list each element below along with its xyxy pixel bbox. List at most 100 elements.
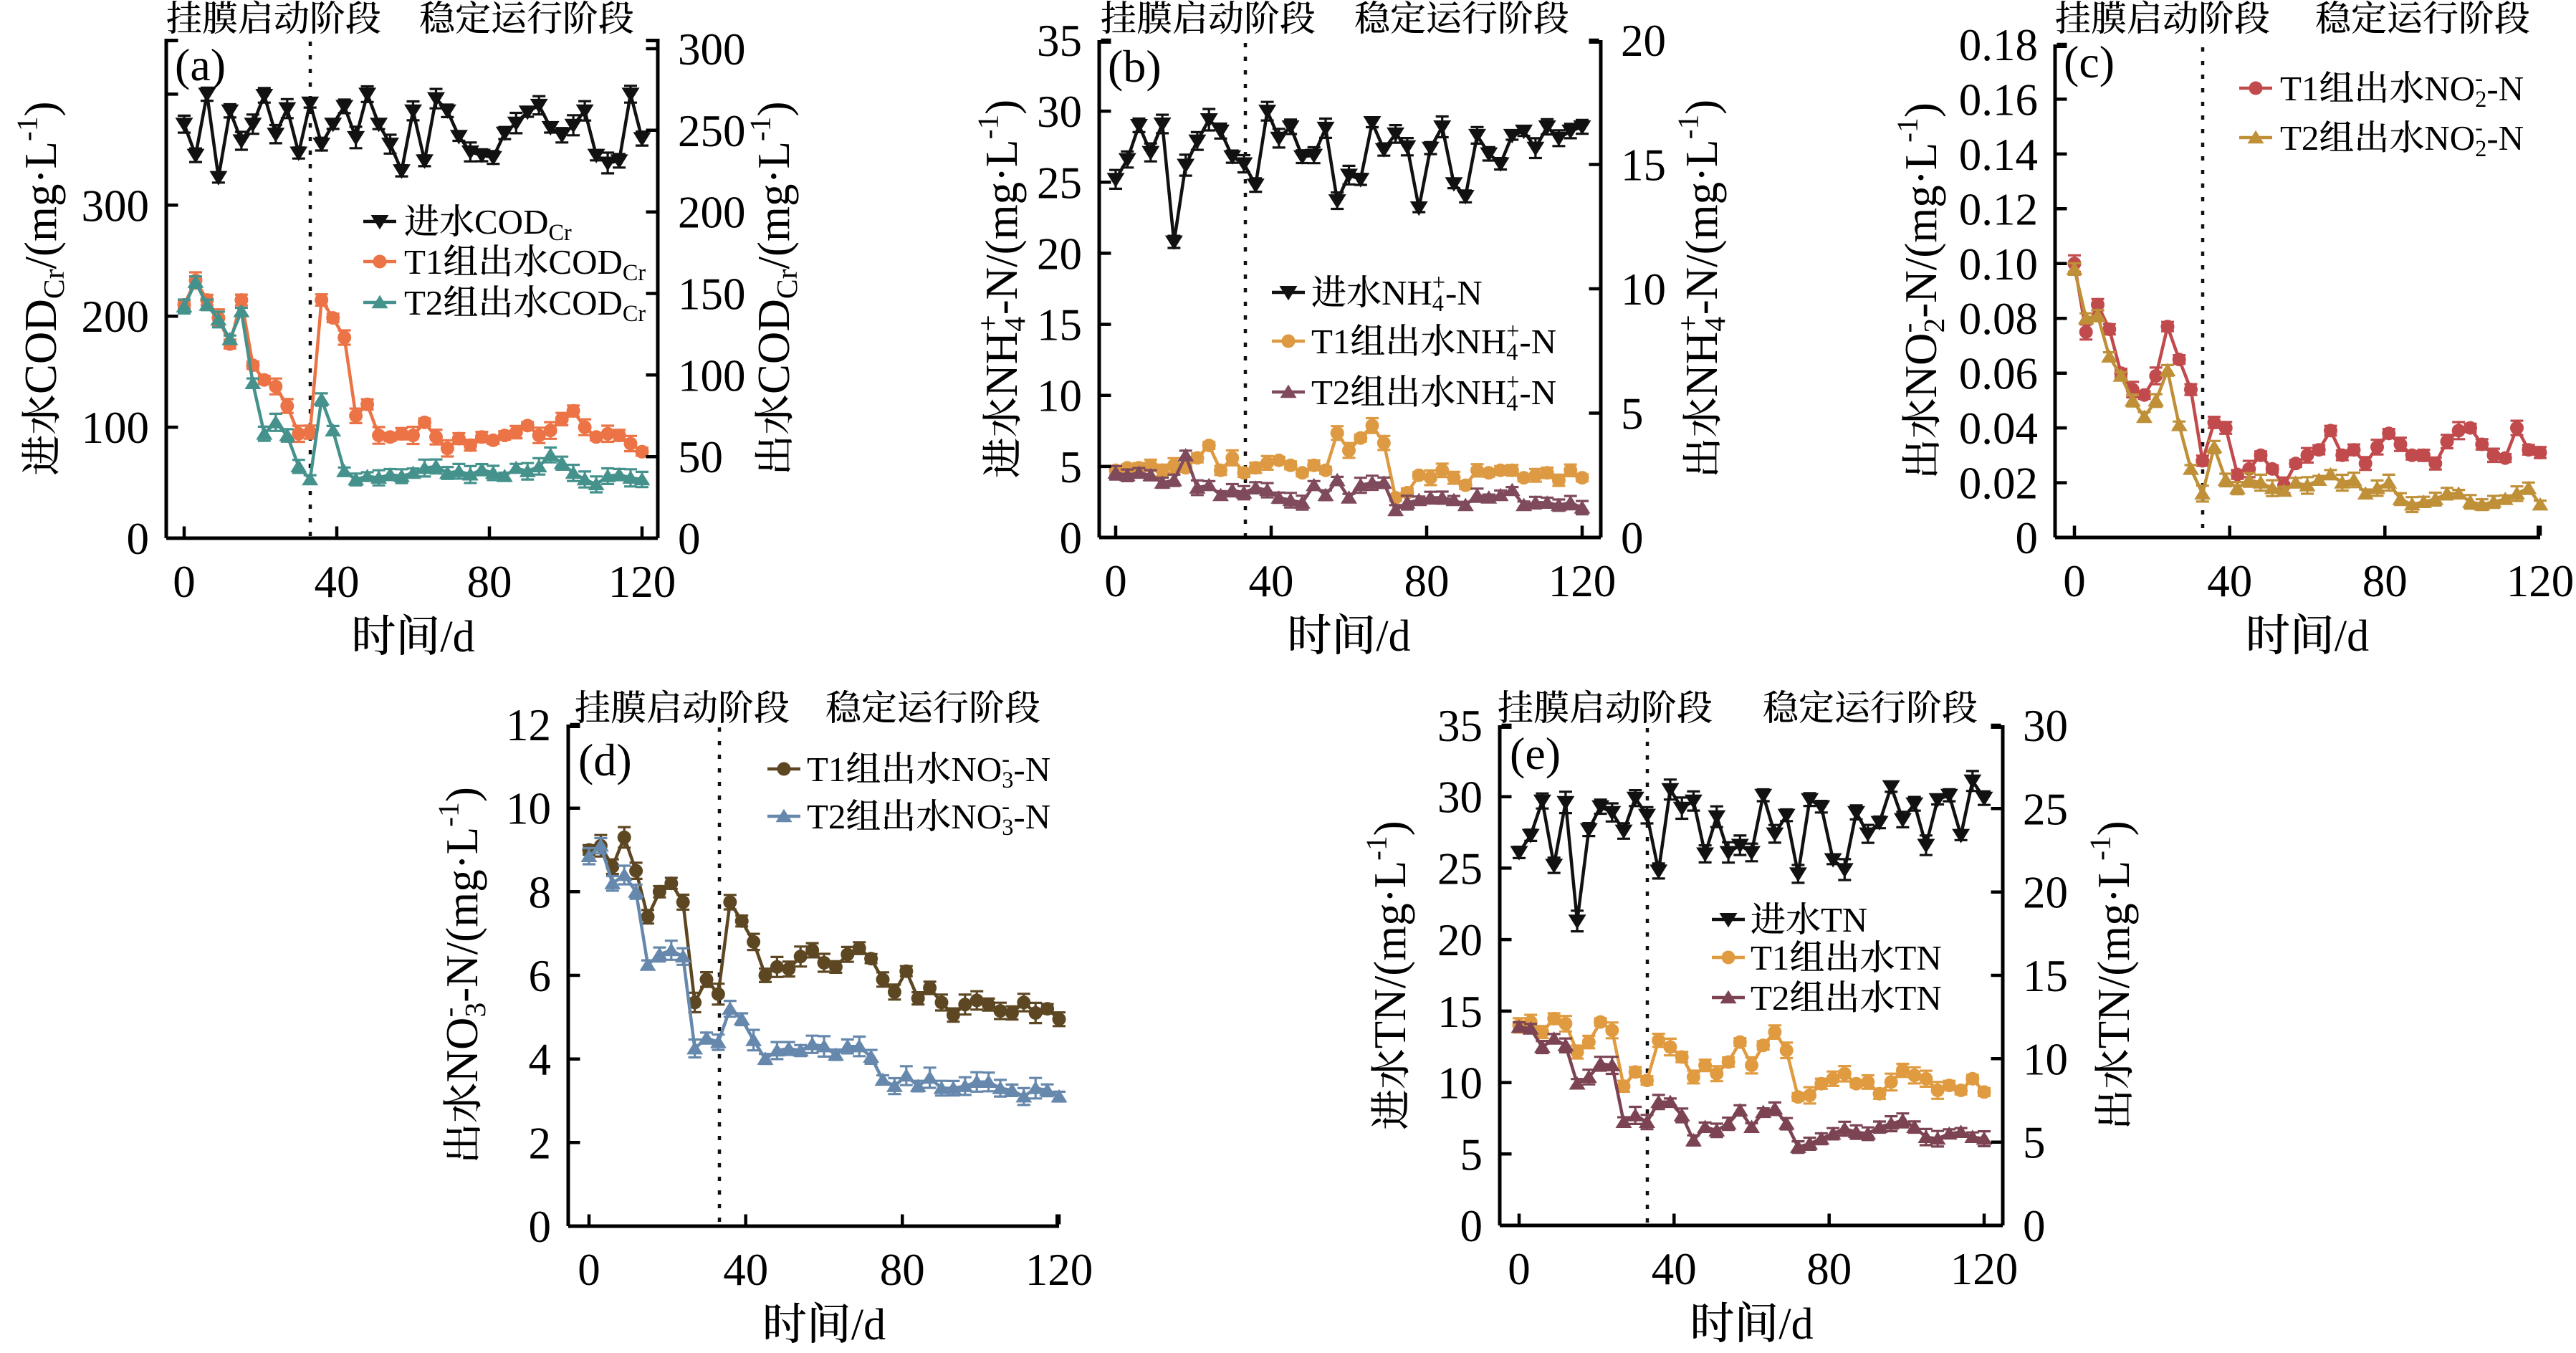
svg-text:5: 5 <box>1060 442 1083 492</box>
svg-text:4: 4 <box>1506 339 1518 365</box>
svg-text:NH: NH <box>977 332 1027 397</box>
svg-text:COD: COD <box>16 299 66 394</box>
svg-text:0.06: 0.06 <box>1959 349 2038 399</box>
svg-text:0.18: 0.18 <box>1959 20 2038 70</box>
svg-text:5: 5 <box>1621 389 1644 439</box>
svg-text:80: 80 <box>880 1245 925 1295</box>
svg-text:COD: COD <box>474 202 548 242</box>
svg-text:): ) <box>1896 102 1946 118</box>
svg-text:-1: -1 <box>1359 836 1392 861</box>
svg-text:3: 3 <box>459 1003 492 1018</box>
svg-text:-: - <box>1002 793 1010 818</box>
svg-text:300: 300 <box>82 181 150 231</box>
svg-text:0: 0 <box>1621 513 1644 563</box>
svg-text:): ) <box>1677 100 1727 115</box>
svg-text:0: 0 <box>678 514 701 564</box>
svg-text:0.02: 0.02 <box>1959 459 2038 509</box>
svg-text:/(mg·L: /(mg·L <box>1896 143 1946 270</box>
svg-text:0: 0 <box>578 1245 600 1295</box>
svg-text:0: 0 <box>2063 556 2086 606</box>
svg-text:-: - <box>431 1008 464 1018</box>
svg-text:0.10: 0.10 <box>1959 239 2038 290</box>
svg-text:120: 120 <box>1025 1245 1093 1295</box>
svg-text:0: 0 <box>529 1202 552 1252</box>
svg-text:): ) <box>437 787 487 802</box>
svg-text:/(mg·L: /(mg·L <box>1365 861 1415 988</box>
svg-text:-N: -N <box>437 955 487 1002</box>
svg-text:+: + <box>971 315 1004 331</box>
svg-text:-1: -1 <box>743 116 776 141</box>
svg-text:Cr: Cr <box>549 219 573 245</box>
svg-text:/(mg·L: /(mg·L <box>977 139 1027 267</box>
svg-text:10: 10 <box>506 784 551 834</box>
svg-text:NO: NO <box>2424 118 2475 158</box>
svg-text:-N: -N <box>1677 267 1727 315</box>
svg-text:NO: NO <box>437 1018 487 1083</box>
svg-text:-N: -N <box>1013 750 1050 789</box>
svg-text:0: 0 <box>1104 556 1127 606</box>
svg-text:10: 10 <box>1037 371 1082 421</box>
svg-text:NO: NO <box>2424 69 2475 108</box>
svg-text:TN: TN <box>1821 900 1867 940</box>
svg-text:NH: NH <box>1382 273 1432 312</box>
svg-text:-N: -N <box>1519 373 1556 412</box>
svg-text:0: 0 <box>1060 513 1083 563</box>
svg-text:35: 35 <box>1037 16 1082 66</box>
svg-text:-N: -N <box>977 267 1027 315</box>
svg-text:10: 10 <box>2023 1034 2068 1084</box>
svg-text:/(mg·L: /(mg·L <box>2089 861 2139 988</box>
svg-text:): ) <box>16 102 66 117</box>
svg-text:0.16: 0.16 <box>1959 75 2038 125</box>
svg-text:Cr: Cr <box>37 269 70 299</box>
svg-text:0: 0 <box>1508 1244 1531 1294</box>
svg-text:/(mg·L: /(mg·L <box>16 141 66 269</box>
svg-text:4: 4 <box>529 1035 552 1085</box>
svg-text:0: 0 <box>2016 513 2039 563</box>
svg-text:(b): (b) <box>1108 41 1162 92</box>
svg-text:/(mg·L: /(mg·L <box>437 827 487 955</box>
svg-text:200: 200 <box>82 292 150 342</box>
svg-text:-1: -1 <box>2083 836 2116 861</box>
svg-text:(d): (d) <box>578 735 632 785</box>
svg-text:5: 5 <box>1460 1129 1483 1180</box>
svg-text:15: 15 <box>1437 987 1483 1037</box>
svg-text:50: 50 <box>678 432 723 482</box>
svg-text:0.08: 0.08 <box>1959 294 2038 344</box>
svg-text:20: 20 <box>1437 915 1483 965</box>
svg-text:Cr: Cr <box>623 259 646 285</box>
svg-text:80: 80 <box>467 557 512 607</box>
svg-text:40: 40 <box>1249 556 1294 606</box>
svg-text:100: 100 <box>82 403 150 453</box>
svg-text:NH: NH <box>1455 373 1506 412</box>
svg-text:NH: NH <box>1455 322 1506 361</box>
svg-text:4: 4 <box>1506 390 1518 416</box>
svg-text:T2: T2 <box>807 797 846 836</box>
svg-text:(e): (e) <box>1510 728 1561 779</box>
svg-text:40: 40 <box>315 557 360 607</box>
svg-text:COD: COD <box>749 299 799 394</box>
svg-text:-N: -N <box>2486 69 2524 108</box>
svg-text:-1: -1 <box>10 116 43 141</box>
svg-text:T2: T2 <box>404 283 443 322</box>
svg-text:40: 40 <box>1652 1244 1697 1294</box>
svg-text:20: 20 <box>1621 16 1666 66</box>
svg-text:-: - <box>2475 64 2483 90</box>
svg-text:2: 2 <box>2475 86 2486 112</box>
svg-text:20: 20 <box>2023 868 2068 918</box>
svg-text:/(mg·L: /(mg·L <box>749 141 799 269</box>
svg-text:0: 0 <box>173 557 196 607</box>
svg-text:NO: NO <box>951 750 1002 789</box>
svg-text:35: 35 <box>1437 701 1483 751</box>
svg-text:T1: T1 <box>1311 322 1350 361</box>
svg-text:8: 8 <box>529 867 552 917</box>
svg-text:10: 10 <box>1621 264 1666 315</box>
svg-text:30: 30 <box>1437 773 1483 823</box>
svg-text:+: + <box>1671 315 1704 331</box>
svg-text:/d: /d <box>1778 1300 1813 1349</box>
svg-text:3: 3 <box>1002 767 1013 793</box>
svg-text:COD: COD <box>548 242 622 282</box>
svg-text:300: 300 <box>678 24 746 75</box>
svg-text:120: 120 <box>1548 556 1617 606</box>
svg-text:15: 15 <box>1037 300 1082 350</box>
svg-text:0.04: 0.04 <box>1959 403 2038 454</box>
